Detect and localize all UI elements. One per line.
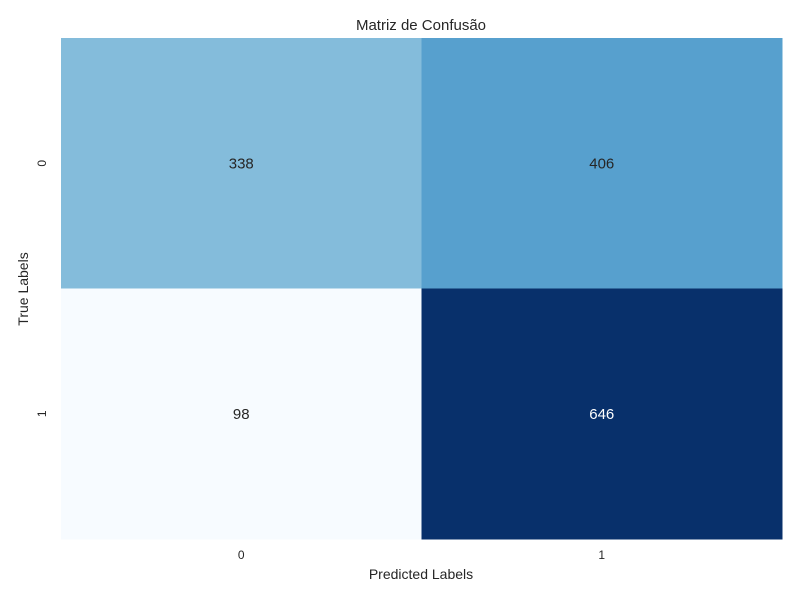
heatmap-cell-1-1 bbox=[421, 288, 783, 540]
heatmap-cell-1-0 bbox=[61, 288, 422, 540]
y-axis-label: True Labels bbox=[15, 252, 31, 325]
y-tick-label-0: 0 bbox=[35, 160, 49, 167]
x-tick-label-1: 1 bbox=[598, 548, 605, 562]
cell-value-label-0-0: 338 bbox=[229, 155, 254, 172]
cell-value-label-0-1: 406 bbox=[589, 155, 614, 172]
y-tick-labels: 01 bbox=[35, 160, 49, 418]
heatmap-cell-0-0 bbox=[61, 38, 422, 289]
heatmap-cells: 338 406 98 646 bbox=[61, 38, 783, 540]
x-tick-label-0: 0 bbox=[238, 548, 245, 562]
cell-value-label-1-0: 98 bbox=[233, 406, 250, 423]
cell-value-label-1-1: 646 bbox=[589, 406, 614, 423]
chart-title: Matriz de Confusão bbox=[356, 17, 486, 34]
heatmap-cell-0-1 bbox=[421, 38, 783, 289]
x-axis-label: Predicted Labels bbox=[369, 566, 473, 582]
y-tick-label-1: 1 bbox=[35, 410, 49, 417]
